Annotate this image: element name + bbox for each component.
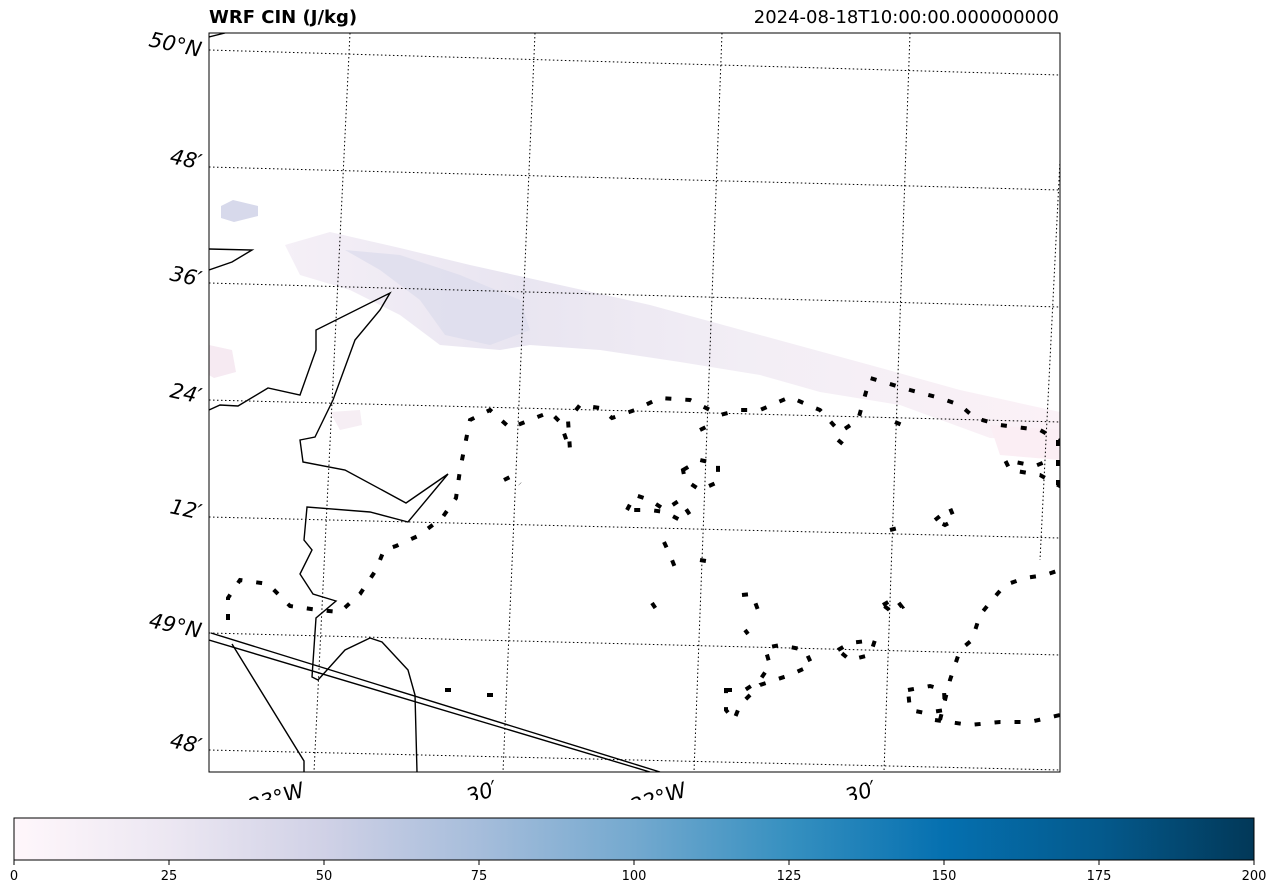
colorbar: 0 25 50 75 100 125 150 175 200 <box>10 817 1267 884</box>
colorbar-tick-label: 50 <box>316 869 333 884</box>
colorbar-tick-label: 125 <box>777 869 802 884</box>
map-frame <box>208 32 1061 773</box>
cin-patch-core <box>345 250 530 345</box>
coastlines <box>209 33 661 772</box>
cin-patch-west <box>209 345 236 378</box>
colorbar-tick-label: 75 <box>471 869 488 884</box>
lat-label-48b: 48′ <box>168 728 204 758</box>
lon-label-30a: 30′ <box>463 776 501 800</box>
colorbar-ticks: 0 25 50 75 100 125 150 175 200 <box>10 860 1267 884</box>
lon-label-30b: 30′ <box>842 776 880 800</box>
lat-label-49n: 49°N <box>147 608 204 643</box>
colorbar-tick-label: 100 <box>622 869 647 884</box>
colorbar-tick-label: 175 <box>1087 869 1112 884</box>
colorbar-tick-label: 150 <box>932 869 957 884</box>
colorbar-tick-label: 0 <box>10 869 18 884</box>
cin-contours <box>226 375 1060 728</box>
cin-field <box>209 200 1060 460</box>
colorbar-gradient <box>13 817 1255 861</box>
lat-label-12: 12′ <box>168 494 204 524</box>
colorbar-tick-label: 200 <box>1242 869 1267 884</box>
lat-label-24: 24′ <box>168 378 204 408</box>
colorbar-tick-label: 25 <box>161 869 178 884</box>
lat-label-36: 36′ <box>168 261 204 291</box>
map-canvas: 50°N 48′ 36′ 24′ 12′ 49°N 48′ 123°W 30′ … <box>147 27 1061 800</box>
plot-title: WRF CIN (J/kg) <box>209 7 358 28</box>
graticule <box>209 33 1060 772</box>
plot-timestamp: 2024-08-18T10:00:00.000000000 <box>753 7 1059 28</box>
lat-label-50n: 50°N <box>147 27 204 62</box>
cin-patch-east <box>990 425 1060 460</box>
cin-patch-north <box>221 200 258 222</box>
lon-label-122w: 122°W <box>614 778 690 800</box>
lon-label-123w: 123°W <box>232 778 308 800</box>
lat-label-48: 48′ <box>168 144 204 174</box>
cin-patch-small <box>330 410 362 430</box>
